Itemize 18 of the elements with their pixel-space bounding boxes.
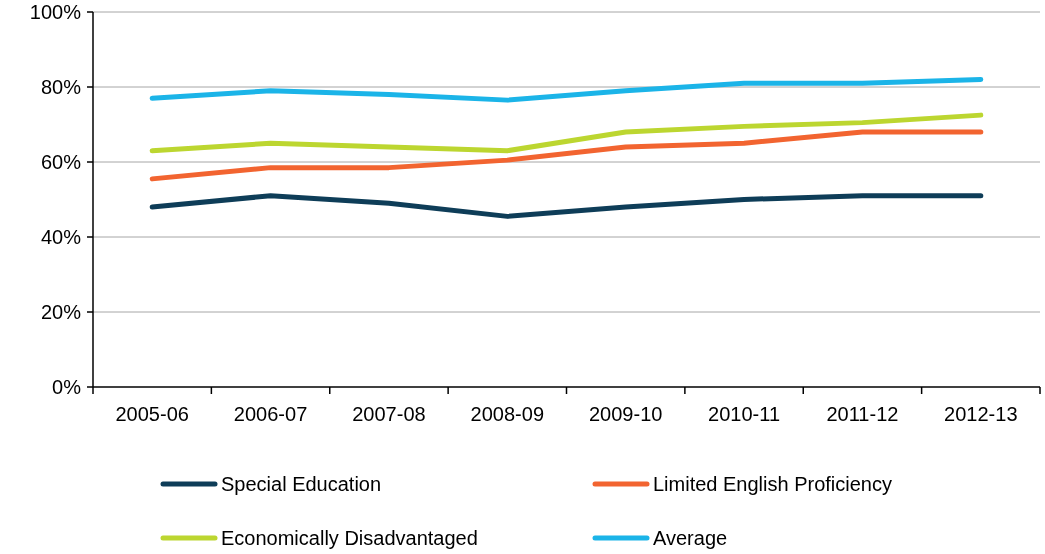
- y-tick-label: 60%: [40, 151, 82, 173]
- x-tick-label: 2009-10: [588, 403, 663, 425]
- x-tick-label: 2012-13: [944, 403, 1018, 425]
- x-tick-label: 2008-09: [470, 403, 545, 425]
- legend-label: Limited English Proficiency: [653, 473, 892, 495]
- x-tick-label: 2005-06: [115, 403, 189, 425]
- legend-label: Special Education: [221, 473, 382, 495]
- y-tick-label: 100%: [29, 1, 82, 23]
- y-tick-label: 40%: [40, 226, 82, 248]
- x-tick-label: 2011-12: [826, 403, 899, 425]
- legend-label: Economically Disadvantaged: [221, 527, 478, 549]
- legend-label: Average: [653, 527, 728, 549]
- y-tick-label: 80%: [40, 76, 82, 98]
- x-tick-label: 2007-08: [352, 403, 426, 425]
- x-tick-label: 2010-11: [708, 403, 781, 425]
- x-tick-label: 2006-07: [233, 403, 308, 425]
- y-tick-label: 0%: [52, 376, 82, 398]
- y-tick-label: 20%: [40, 301, 82, 323]
